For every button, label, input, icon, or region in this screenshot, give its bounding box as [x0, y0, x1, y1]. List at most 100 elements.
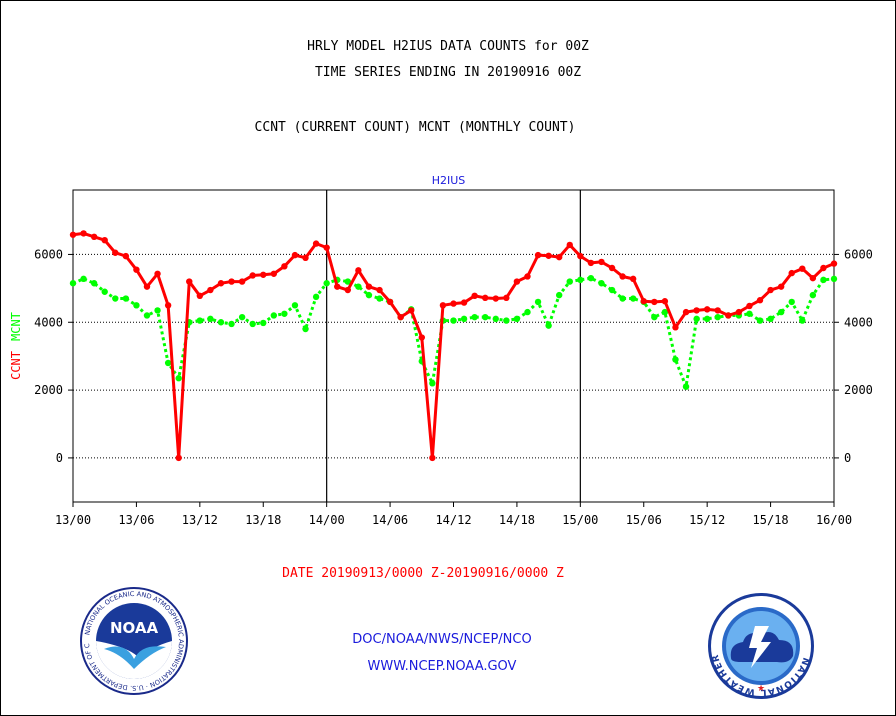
- data-point-ccnt: [365, 283, 373, 290]
- data-point-ccnt: [503, 294, 510, 302]
- data-point-mcnt: [598, 280, 605, 287]
- data-point-ccnt: [460, 299, 468, 306]
- date-range-label: DATE 20190913/0000 Z-20190916/0000 Z: [282, 566, 564, 581]
- x-tick-label: 15/06: [626, 513, 662, 527]
- data-point-mcnt: [661, 308, 669, 316]
- data-point-mcnt: [555, 291, 563, 299]
- data-point-mcnt: [365, 291, 373, 299]
- data-point-ccnt: [651, 298, 658, 306]
- data-point-ccnt: [777, 283, 785, 290]
- data-point-ccnt: [397, 313, 404, 321]
- data-point-mcnt: [344, 278, 352, 285]
- data-point-mcnt: [651, 313, 658, 321]
- x-tick-label: 13/06: [118, 513, 154, 527]
- credit-url-link[interactable]: WWW.NCEP.NOAA.GOV: [367, 659, 517, 674]
- data-point-mcnt: [682, 383, 690, 390]
- data-point-mcnt: [672, 356, 679, 363]
- plot-title: H2IUS: [432, 174, 466, 187]
- data-point-mcnt: [249, 320, 256, 328]
- data-point-mcnt: [196, 317, 204, 324]
- data-point-mcnt: [90, 280, 98, 287]
- data-point-ccnt: [682, 308, 690, 316]
- data-point-mcnt: [101, 288, 108, 295]
- data-point-mcnt: [587, 274, 595, 282]
- data-point-ccnt: [545, 252, 552, 259]
- data-point-ccnt: [80, 230, 87, 237]
- data-point-mcnt: [302, 325, 309, 333]
- data-point-mcnt: [492, 315, 499, 323]
- data-point-ccnt: [355, 267, 362, 274]
- plot-area: [72, 189, 835, 503]
- data-point-ccnt: [228, 278, 235, 285]
- data-point-ccnt: [101, 236, 108, 244]
- data-point-ccnt: [334, 283, 341, 290]
- data-point-ccnt: [344, 286, 352, 294]
- data-point-mcnt: [143, 312, 151, 319]
- y-axis-label-mcnt: MCNT: [9, 312, 23, 341]
- nws-star-icon: ★: [757, 683, 765, 693]
- data-point-mcnt: [629, 295, 637, 302]
- chart-title-line1: HRLY MODEL H2IUS DATA COUNTS for 00Z: [307, 39, 589, 54]
- data-point-ccnt: [450, 300, 457, 307]
- data-point-ccnt: [260, 271, 267, 278]
- data-point-ccnt: [598, 258, 605, 266]
- data-point-ccnt: [756, 297, 764, 304]
- data-point-mcnt: [503, 317, 510, 324]
- y-tick-label-right: 6000: [844, 247, 873, 261]
- nws-logo: NATIONAL WEATHER SERVICE ★: [707, 592, 814, 699]
- data-point-mcnt: [122, 295, 130, 302]
- data-point-mcnt: [619, 295, 626, 302]
- data-point-mcnt: [756, 317, 764, 324]
- data-point-ccnt: [788, 269, 795, 277]
- data-point-mcnt: [80, 275, 87, 283]
- data-point-ccnt: [830, 260, 838, 267]
- data-point-ccnt: [249, 272, 256, 279]
- data-point-ccnt: [587, 259, 595, 267]
- y-tick-label-right: 2000: [844, 383, 873, 397]
- data-point-ccnt: [376, 286, 383, 294]
- data-point-mcnt: [175, 375, 182, 382]
- data-point-ccnt: [312, 240, 320, 247]
- data-point-mcnt: [112, 295, 119, 302]
- x-tick-label: 13/12: [182, 513, 218, 527]
- credit-org-label: DOC/NOAA/NWS/NCEP/NCO: [352, 632, 532, 647]
- data-point-ccnt: [735, 308, 743, 316]
- data-point-mcnt: [270, 312, 278, 319]
- y-tick-label-right: 0: [844, 451, 851, 465]
- data-point-mcnt: [376, 295, 383, 302]
- data-point-ccnt: [767, 286, 774, 294]
- y-tick-label-right: 4000: [844, 315, 873, 329]
- data-point-ccnt: [418, 334, 425, 341]
- data-point-ccnt: [820, 264, 827, 272]
- data-point-mcnt: [207, 315, 214, 323]
- series-line-ccnt: [72, 231, 835, 460]
- data-point-ccnt: [661, 298, 669, 305]
- x-tick-label: 16/00: [816, 513, 852, 527]
- y-axis-label-ccnt: CCNT: [9, 351, 23, 380]
- data-point-mcnt: [534, 298, 542, 306]
- data-point-mcnt: [513, 315, 521, 323]
- chart-title-line2: TIME SERIES ENDING IN 20190916 00Z: [314, 65, 582, 80]
- x-tick-label: 14/18: [499, 513, 535, 527]
- x-tick-label: 15/12: [689, 513, 725, 527]
- data-point-ccnt: [439, 302, 447, 309]
- data-point-mcnt: [777, 308, 785, 316]
- data-point-ccnt: [408, 307, 415, 314]
- data-point-ccnt: [693, 307, 700, 314]
- x-tick-label: 15/00: [562, 513, 598, 527]
- data-point-mcnt: [260, 319, 267, 327]
- data-point-ccnt: [429, 454, 436, 462]
- data-point-mcnt: [228, 320, 235, 328]
- y-tick-label-left: 4000: [34, 315, 63, 329]
- y-axis-label: CCNT MCNT: [9, 312, 23, 380]
- data-point-mcnt: [577, 276, 584, 284]
- data-point-ccnt: [217, 280, 225, 287]
- data-point-mcnt: [217, 319, 225, 326]
- data-point-ccnt: [471, 292, 478, 300]
- data-point-ccnt: [672, 324, 679, 331]
- data-point-ccnt: [703, 306, 711, 313]
- data-point-mcnt: [788, 298, 795, 306]
- data-point-ccnt: [386, 298, 394, 306]
- data-point-ccnt: [122, 252, 130, 260]
